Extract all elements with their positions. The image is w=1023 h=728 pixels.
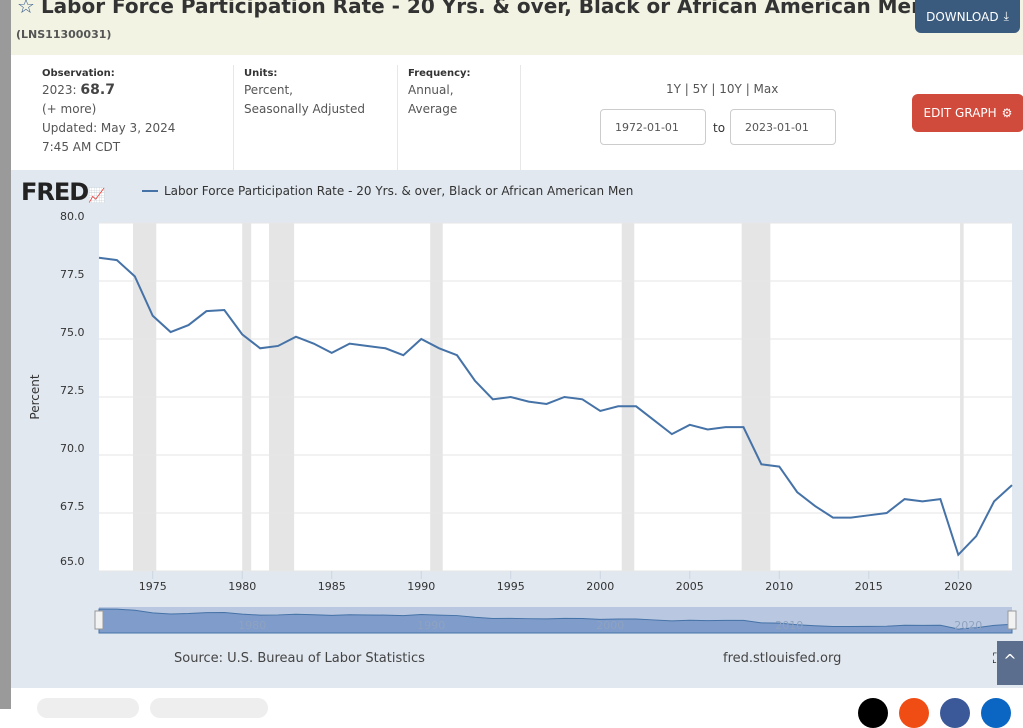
title-text: Labor Force Participation Rate - 20 Yrs.… <box>40 0 926 18</box>
observation-block: Observation: 2023: 68.7 (+ more) Updated… <box>42 67 175 157</box>
freq-2: Average <box>408 102 458 116</box>
updated-time: 7:45 AM CDT <box>42 140 121 154</box>
source-note: Source: U.S. Bureau of Labor Statistics <box>174 651 425 666</box>
navigator-series <box>98 608 1013 634</box>
line-chart: 65.0 67.5 70.0 72.5 75.0 77.5 80.0 1975 1980 1985… <box>28 210 1017 634</box>
navigator-handle[interactable] <box>94 610 104 630</box>
gear-icon: ⚙ <box>1001 106 1013 120</box>
linkedin-share-icon[interactable] <box>981 698 1011 728</box>
series-info: Observation: 2023: 68.7 (+ more) Updated… <box>11 55 1023 170</box>
x-tick-label: 1990 <box>407 580 435 593</box>
y-axis-label: Percent <box>28 374 42 419</box>
download-label: DOWNLOAD <box>926 9 999 24</box>
units-label: Units: <box>244 68 278 79</box>
edit-graph-label: EDIT GRAPH <box>923 106 997 120</box>
x-tick-label: 2005 <box>676 580 704 593</box>
more-link[interactable]: (+ more) <box>42 102 97 116</box>
y-tick-label: 80.0 <box>60 210 85 223</box>
navigator-tick-label: 2020 <box>954 619 982 632</box>
series-title: ☆ Labor Force Participation Rate - 20 Yrs… <box>17 0 925 18</box>
download-button[interactable]: DOWNLOAD ⤓ <box>915 0 1020 33</box>
frequency-block: Frequency: Annual, Average <box>408 67 471 119</box>
divider <box>233 65 234 170</box>
y-tick-label: 65.0 <box>60 555 85 568</box>
facebook-share-icon[interactable] <box>940 698 970 728</box>
edit-graph-button[interactable]: EDIT GRAPH ⚙ <box>912 94 1023 132</box>
y-tick-label: 77.5 <box>60 268 85 281</box>
series-line <box>98 256 1013 557</box>
navigator-tick-label: 2000 <box>596 619 624 632</box>
y-tick-label: 70.0 <box>60 442 85 455</box>
legend-label: Labor Force Participation Rate - 20 Yrs.… <box>164 184 634 198</box>
legend-swatch <box>142 190 158 192</box>
range-links[interactable]: 1Y | 5Y | 10Y | Max <box>666 82 779 96</box>
frequency-label: Frequency: <box>408 68 471 79</box>
navigator-handle[interactable] <box>1007 610 1017 630</box>
tag-button[interactable] <box>37 698 139 718</box>
updated: Updated: May 3, 2024 <box>42 121 176 135</box>
download-icon: ⤓ <box>1003 9 1009 23</box>
scroll-top-button[interactable]: ^ <box>997 641 1023 685</box>
x-tick-label: 2000 <box>586 580 614 593</box>
x-tick-label: 1980 <box>228 580 256 593</box>
units-1: Percent, <box>244 83 293 97</box>
end-date-input[interactable]: 2023-01-01 <box>730 109 836 145</box>
fred-url[interactable]: fred.stlouisfed.org <box>723 651 842 666</box>
to-label: to <box>713 121 726 135</box>
star-icon[interactable]: ☆ <box>17 0 35 18</box>
series-header: ☆ Labor Force Participation Rate - 20 Yrs… <box>11 0 1023 55</box>
divider <box>520 65 521 170</box>
y-tick-label: 72.5 <box>60 384 85 397</box>
fred-logo: FRED📈 <box>21 178 106 206</box>
obs-value: 68.7 <box>80 82 115 98</box>
x-tick-label: 2015 <box>855 580 883 593</box>
obs-year: 2023: <box>42 83 77 97</box>
y-tick-label: 75.0 <box>60 326 85 339</box>
x-tick-label: 1975 <box>139 580 167 593</box>
x-share-icon[interactable] <box>858 698 888 728</box>
window-edge <box>0 0 11 709</box>
reddit-share-icon[interactable] <box>899 698 929 728</box>
freq-1: Annual, <box>408 83 454 97</box>
units-block: Units: Percent, Seasonally Adjusted <box>244 67 365 119</box>
x-tick-label: 1985 <box>318 580 346 593</box>
legend: Labor Force Participation Rate - 20 Yrs.… <box>142 184 633 198</box>
y-tick-label: 67.5 <box>60 500 85 513</box>
start-date-input[interactable]: 1972-01-01 <box>600 109 706 145</box>
units-2: Seasonally Adjusted <box>244 102 366 116</box>
navigator-tick-label: 2010 <box>775 619 803 632</box>
navigator-tick-label: 1990 <box>417 619 445 632</box>
x-tick-label: 2010 <box>765 580 793 593</box>
observation-label: Observation: <box>42 68 115 79</box>
tag-button[interactable] <box>150 698 268 718</box>
x-tick-label: 1995 <box>497 580 525 593</box>
divider <box>397 65 398 170</box>
x-tick-label: 2020 <box>944 580 972 593</box>
series-id: (LNS11300031) <box>16 28 112 41</box>
navigator-tick-label: 1980 <box>238 619 266 632</box>
